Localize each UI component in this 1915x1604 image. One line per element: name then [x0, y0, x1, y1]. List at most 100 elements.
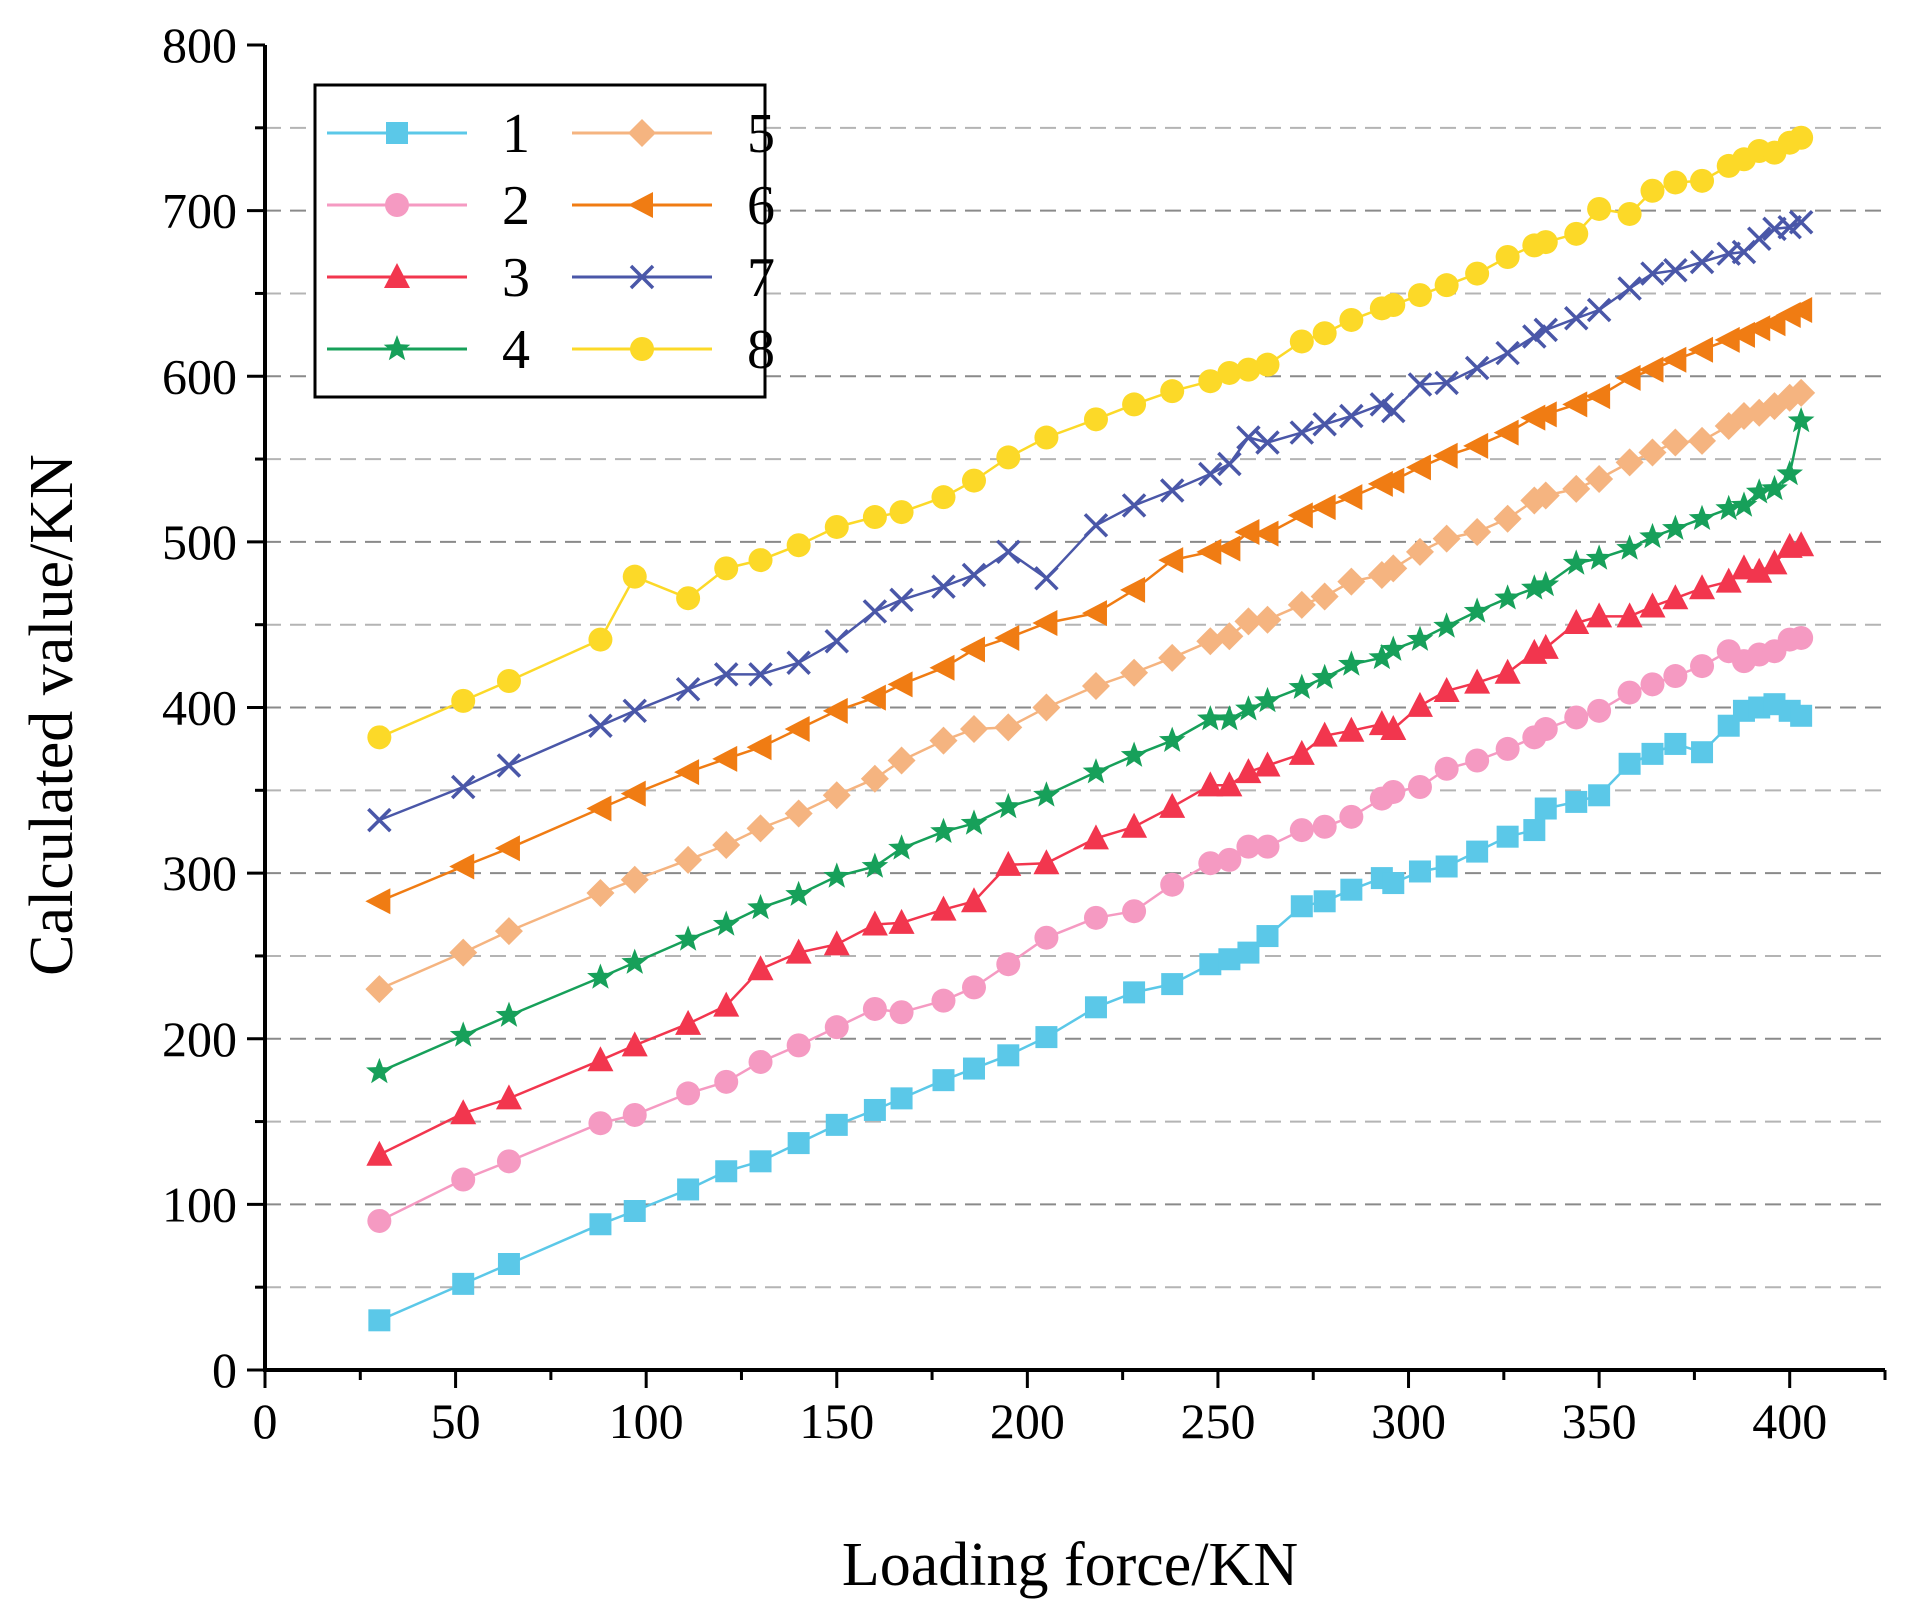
- data-point-s4-19: [1197, 705, 1224, 731]
- data-point-s2-34: [1564, 705, 1589, 730]
- data-point-s3-45: [1788, 531, 1815, 557]
- data-point-s4-0: [366, 1057, 393, 1084]
- legend-item-2: 2: [327, 175, 530, 237]
- data-point-s8-2: [496, 669, 521, 693]
- data-point-s6-34: [1562, 391, 1588, 418]
- data-point-s5-30: [1463, 517, 1492, 546]
- data-point-s8-15: [1034, 425, 1059, 450]
- data-point-s1-2: [497, 1253, 520, 1275]
- data-point-s4-10: [861, 852, 889, 878]
- data-point-s6-33: [1531, 401, 1557, 428]
- data-point-s2-10: [862, 996, 887, 1021]
- data-point-s4-22: [1254, 686, 1281, 713]
- legend-marker-2: [385, 193, 409, 217]
- data-point-s2-8: [786, 1033, 811, 1058]
- data-point-s1-27: [1382, 872, 1405, 895]
- data-point-s8-10: [862, 505, 887, 530]
- data-point-s7-0: [367, 807, 392, 833]
- data-point-s4-13: [960, 809, 988, 835]
- data-point-s5-34: [1562, 474, 1591, 503]
- series-line-5: [378, 391, 1802, 991]
- data-point-s2-30: [1465, 748, 1490, 773]
- y-tick-label-200: 200: [162, 1011, 237, 1067]
- x-tick-label-250: 250: [1180, 1393, 1255, 1449]
- data-point-s8-11: [889, 500, 914, 525]
- data-point-s7-6: [713, 662, 739, 687]
- data-point-s8-8: [786, 533, 811, 558]
- data-point-s1-14: [997, 1044, 1020, 1067]
- series-7: [367, 209, 1814, 833]
- x-tick-label-0: 0: [253, 1393, 278, 1449]
- data-point-s3-27: [1380, 715, 1407, 741]
- data-point-s3-21: [1235, 758, 1262, 784]
- data-point-s3-9: [823, 930, 850, 956]
- x-tick-label-300: 300: [1371, 1393, 1446, 1449]
- data-point-s7-11: [889, 587, 914, 613]
- data-point-s4-24: [1311, 663, 1338, 689]
- data-point-s7-33: [1533, 317, 1558, 343]
- data-point-s7-15: [1034, 566, 1059, 591]
- data-point-s2-31: [1495, 736, 1520, 761]
- data-point-s6-23: [1287, 502, 1313, 529]
- data-point-s3-22: [1254, 751, 1281, 777]
- data-point-s1-12: [932, 1069, 955, 1092]
- x-tick-label-350: 350: [1562, 1393, 1637, 1449]
- data-point-s5-23: [1287, 590, 1316, 619]
- data-point-s3-6: [713, 991, 740, 1017]
- data-point-s2-45: [1789, 625, 1814, 650]
- data-point-s3-8: [785, 938, 812, 964]
- data-point-s1-19: [1199, 953, 1222, 976]
- x-tick-label-50: 50: [431, 1393, 481, 1449]
- data-point-s6-10: [860, 684, 886, 711]
- y-tick-label-500: 500: [162, 514, 237, 570]
- data-point-s6-7: [746, 734, 772, 761]
- series-line-1: [378, 702, 1802, 1322]
- data-point-s6-45: [1787, 297, 1813, 323]
- x-tick-label-200: 200: [990, 1393, 1065, 1449]
- data-point-s6-31: [1493, 419, 1519, 446]
- legend-marker-8: [630, 337, 654, 361]
- data-point-s5-17: [1120, 658, 1149, 687]
- data-point-s6-9: [822, 697, 848, 724]
- data-point-s6-36: [1615, 364, 1641, 391]
- data-point-s6-19: [1196, 538, 1222, 565]
- data-point-s1-1: [452, 1272, 475, 1295]
- series-8: [367, 125, 1814, 750]
- data-point-s7-27: [1381, 398, 1406, 424]
- data-point-s6-18: [1158, 547, 1184, 574]
- data-point-s5-7: [746, 814, 775, 843]
- data-point-s1-30: [1466, 840, 1489, 863]
- data-point-s8-33: [1533, 230, 1558, 255]
- y-tick-label-400: 400: [162, 680, 237, 736]
- legend-label-5: 5: [747, 103, 775, 165]
- data-point-s5-18: [1158, 643, 1187, 672]
- data-point-s4-7: [747, 893, 774, 920]
- legend-marker-1: [386, 122, 408, 144]
- data-point-s2-3: [588, 1111, 613, 1136]
- data-point-s3-11: [888, 908, 915, 934]
- data-point-s5-29: [1432, 524, 1461, 553]
- y-axis-title: Calculated value/KN: [18, 454, 86, 976]
- data-point-s6-22: [1253, 520, 1279, 547]
- data-point-s1-22: [1256, 925, 1279, 948]
- data-point-s3-12: [930, 895, 957, 921]
- data-point-s1-37: [1641, 742, 1664, 765]
- data-point-s3-20: [1216, 771, 1243, 797]
- data-point-s8-28: [1407, 283, 1432, 308]
- data-point-s5-4: [620, 865, 649, 894]
- data-point-s1-35: [1588, 784, 1611, 807]
- data-point-s2-21: [1236, 834, 1261, 859]
- data-point-s7-2: [496, 753, 522, 778]
- data-point-s2-1: [451, 1167, 476, 1192]
- data-point-s2-16: [1083, 905, 1108, 930]
- data-point-s2-25: [1339, 804, 1364, 829]
- legend-label-3: 3: [502, 247, 530, 309]
- data-point-s6-2: [494, 835, 520, 862]
- data-point-s7-31: [1495, 340, 1520, 366]
- data-point-s6-21: [1234, 518, 1260, 545]
- data-point-s7-1: [450, 774, 476, 800]
- legend-label-1: 1: [502, 103, 530, 165]
- data-point-s4-21: [1235, 695, 1262, 721]
- data-point-s2-27: [1381, 779, 1406, 804]
- data-point-s5-19: [1196, 627, 1225, 656]
